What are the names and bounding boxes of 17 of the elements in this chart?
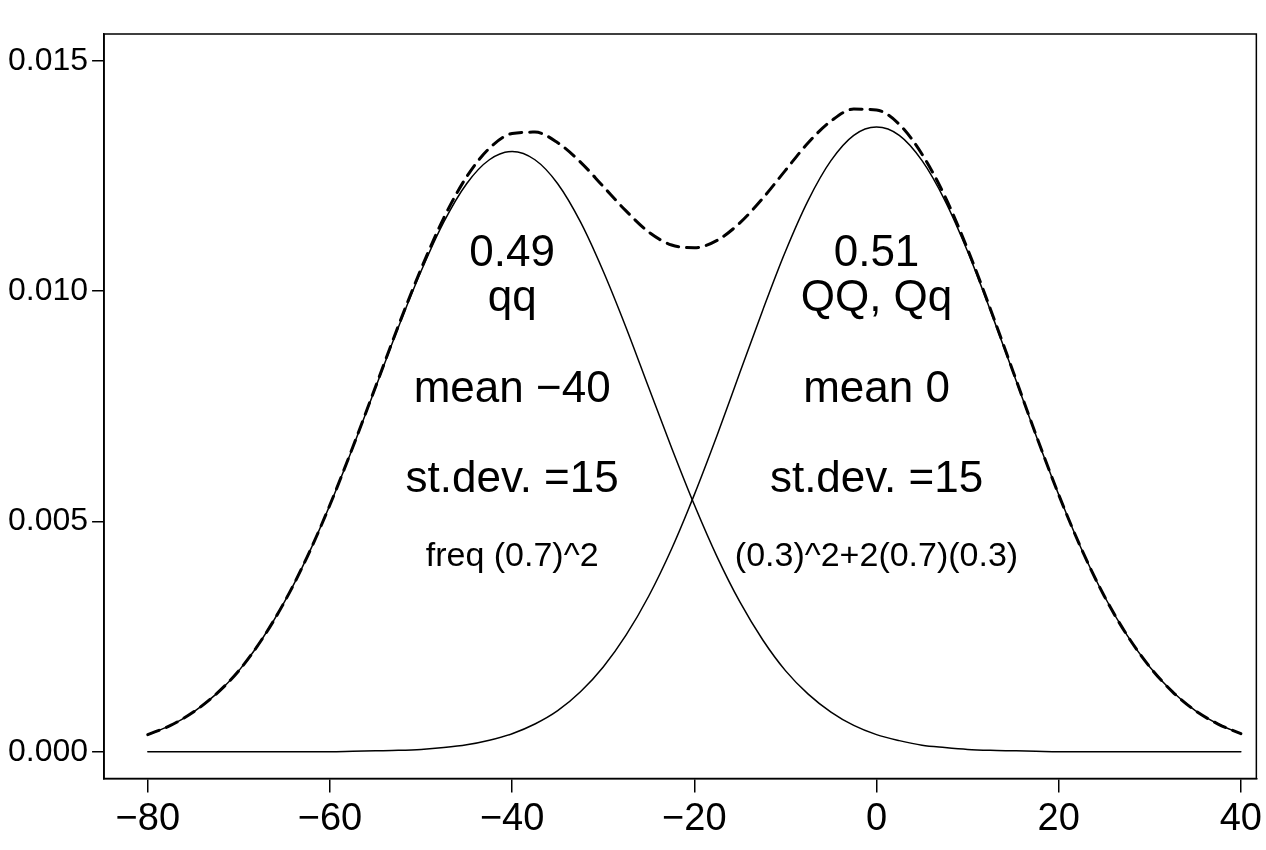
x-tick-label: −20 xyxy=(662,795,727,838)
y-tick-label: 0.005 xyxy=(8,501,89,538)
x-tick-label: −80 xyxy=(115,795,181,838)
annotation: (0.3)^2+2(0.7)(0.3) xyxy=(734,535,1019,574)
y-tick-label: 0.015 xyxy=(8,40,89,77)
x-tick-label: 40 xyxy=(1219,795,1263,838)
annotation: st.dev. =15 xyxy=(769,452,984,502)
x-tick-label: −40 xyxy=(479,795,545,838)
annotation: st.dev. =15 xyxy=(405,452,619,502)
y-tick-label: 0.010 xyxy=(8,270,89,307)
annotation: mean 0 xyxy=(803,362,950,412)
x-tick-label: −60 xyxy=(297,795,363,838)
annotation: mean −40 xyxy=(413,362,611,412)
y-tick-label: 0.000 xyxy=(8,731,89,768)
x-tick-label: 20 xyxy=(1037,795,1080,838)
x-tick-label: 0 xyxy=(865,795,888,838)
annotation: freq (0.7)^2 xyxy=(425,535,599,574)
